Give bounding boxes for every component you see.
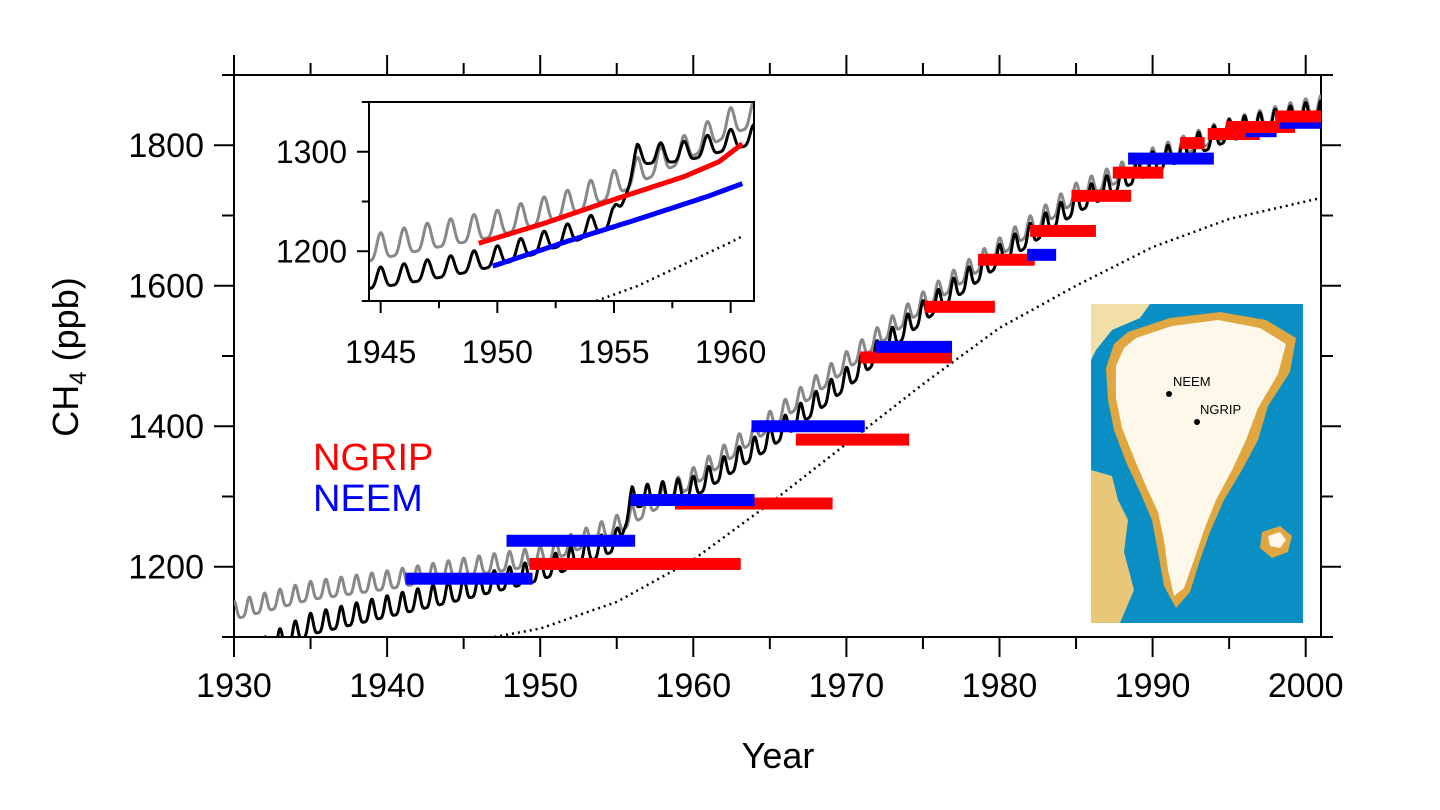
map-label-neem: NEEM — [1173, 374, 1211, 389]
bar-ngrip — [978, 253, 1035, 266]
bar-neem — [1279, 116, 1321, 129]
bar-ngrip — [1030, 224, 1096, 237]
bar-ngrip — [1226, 120, 1295, 133]
main-x-tick-label: 2000 — [1268, 667, 1344, 705]
main-x-tick-label: 1930 — [196, 667, 272, 705]
y-axis-label-subscript: 4 — [65, 371, 92, 384]
x-axis-label: Year — [742, 735, 815, 776]
bar-neem — [1128, 152, 1214, 165]
main-y-tick-label: 1800 — [128, 127, 204, 165]
ngrip-site-marker — [1194, 419, 1200, 425]
main-x-tick-label: 1960 — [655, 667, 731, 705]
bar-ngrip — [529, 557, 741, 570]
inset-x-tick-labels: 1945 1950 1955 1960 — [345, 334, 766, 370]
main-y-tick-label: 1600 — [128, 268, 204, 306]
y-axis-label-unit: (ppb) — [45, 277, 86, 371]
bar-neem — [405, 572, 533, 585]
main-lines-series-2 — [494, 196, 1321, 637]
inset-y-tick-label: 1200 — [276, 233, 347, 269]
map-label-ngrip: NGRIP — [1200, 402, 1241, 417]
inset-x-tick-label: 1945 — [345, 334, 416, 370]
bar-neem — [1027, 248, 1057, 261]
neem-site-marker — [1166, 391, 1172, 397]
bar-ngrip — [860, 351, 953, 364]
inset-y-tick-labels: 1200 1300 — [276, 134, 347, 270]
bar-ngrip — [1112, 166, 1164, 179]
main-axis-ticks — [214, 55, 1341, 657]
main-core-bars — [405, 110, 1321, 585]
main-x-tick-label: 1950 — [502, 667, 578, 705]
legend-neem: NEEM — [313, 478, 423, 520]
main-x-tick-label: 1940 — [349, 667, 425, 705]
inset-series-lines — [369, 102, 754, 301]
map-canada-land — [1091, 470, 1134, 623]
main-x-tick-label: 1990 — [1115, 667, 1191, 705]
bar-ngrip — [1275, 110, 1321, 123]
y-axis-label: CH4 (ppb) — [45, 277, 92, 436]
inset-lines-series-2 — [477, 141, 744, 246]
bar-neem — [630, 494, 755, 507]
bar-neem — [875, 340, 953, 353]
main-x-tick-labels: 1930 1940 1950 1960 1970 1980 1990 2000 — [196, 667, 1343, 705]
map-ellesmere-land — [1091, 304, 1150, 360]
bar-ngrip — [795, 433, 910, 446]
inset-lines-series-3 — [491, 181, 744, 269]
greenland-map: NEEM NGRIP — [1091, 304, 1303, 623]
bar-ngrip — [1180, 137, 1205, 150]
bar-ngrip — [924, 300, 995, 313]
bar-ngrip — [1071, 189, 1132, 202]
inset-x-tick-label: 1950 — [462, 334, 533, 370]
main-x-tick-label: 1980 — [962, 667, 1038, 705]
main-y-tick-label: 1200 — [128, 549, 204, 587]
inset-x-tick-label: 1960 — [695, 334, 766, 370]
y-axis-label-main: CH — [45, 385, 86, 437]
legend-ngrip: NGRIP — [313, 437, 433, 479]
bar-neem — [506, 534, 636, 547]
map-greenland-ice — [1116, 320, 1286, 596]
main-y-tick-labels: 1200 1400 1600 1800 — [128, 127, 204, 587]
bar-neem — [751, 420, 865, 433]
map-iceland-ice — [1268, 532, 1286, 548]
inset-y-tick-label: 1300 — [276, 134, 347, 170]
inset-axis-ticks — [357, 101, 732, 313]
main-x-tick-label: 1970 — [809, 667, 885, 705]
inset-x-tick-label: 1955 — [578, 334, 649, 370]
main-y-tick-label: 1400 — [128, 408, 204, 446]
